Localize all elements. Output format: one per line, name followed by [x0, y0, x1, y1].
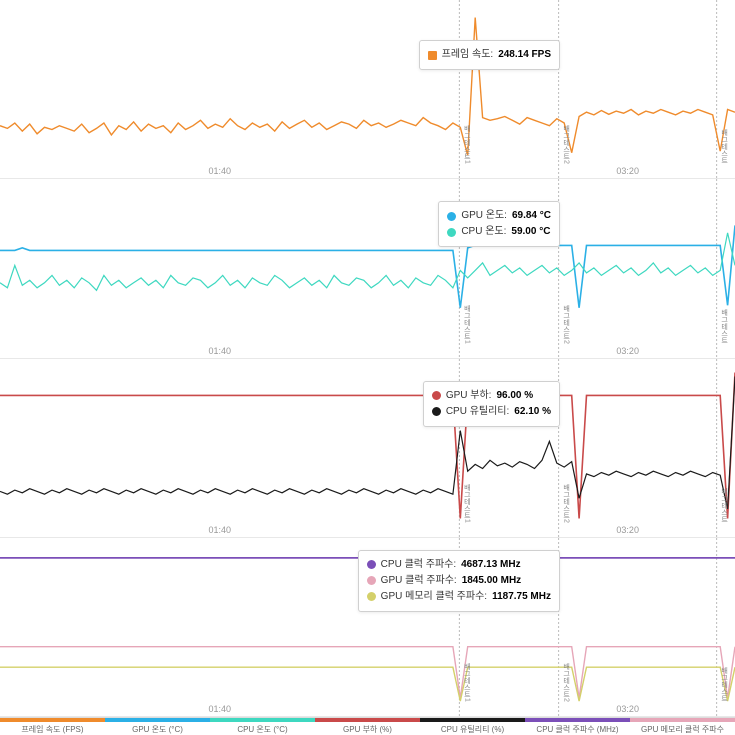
- tab-label: GPU 온도 (°C): [105, 722, 210, 735]
- marker-label: 배그테스트1: [461, 484, 471, 523]
- tab-label: CPU 온도 (°C): [210, 722, 315, 735]
- legend-value: 1187.75 MHz: [492, 589, 551, 605]
- marker-label: 배그테스트2: [561, 663, 571, 702]
- marker-label: 배그테스트1: [461, 663, 471, 702]
- legend-marker: [428, 51, 437, 60]
- legend-label: CPU 유틸리티:: [446, 404, 509, 420]
- legend-item: GPU 부하:96.00 %: [432, 388, 551, 404]
- legend-label: 프레임 속도:: [442, 47, 494, 63]
- x-tick-label: 03:20: [616, 704, 639, 714]
- legend-item: GPU 메모리 클럭 주파수: 1187.75 MHz: [367, 589, 551, 605]
- legend-marker: [447, 212, 456, 221]
- metric-tab[interactable]: CPU 유틸리티 (%): [420, 718, 525, 735]
- legend-item: CPU 온도: 59.00 °C: [447, 224, 551, 240]
- legend-item: GPU 클럭 주파수: 1845.00 MHz: [367, 573, 551, 589]
- metric-tab[interactable]: GPU 메모리 클럭 주파수: [630, 718, 735, 735]
- x-tick-label: 01:40: [209, 346, 232, 356]
- marker-label: 배그테스트: [719, 488, 729, 523]
- marker-label: 배그테스트2: [561, 125, 571, 164]
- metric-tab[interactable]: CPU 클럭 주파수 (MHz): [525, 718, 630, 735]
- x-tick-label: 03:20: [616, 346, 639, 356]
- tab-label: CPU 클럭 주파수 (MHz): [525, 722, 630, 735]
- x-tick-label: 01:40: [209, 704, 232, 714]
- legend-item: 프레임 속도:248.14 FPS: [428, 47, 551, 63]
- legend-util: GPU 부하:96.00 %CPU 유틸리티: 62.10 %: [423, 381, 560, 427]
- legend-item: CPU 클럭 주파수: 4687.13 MHz: [367, 557, 551, 573]
- legend-value: 248.14 FPS: [498, 47, 551, 63]
- x-tick-label: 01:40: [209, 525, 232, 535]
- legend-value: 1845.00 MHz: [462, 573, 521, 589]
- charts-area: 프레임 속도:248.14 FPS 01:40 03:20 배그테스트1 배그테스트2 배…: [0, 0, 735, 717]
- metric-tab[interactable]: 프레임 속도 (FPS): [0, 718, 105, 735]
- metric-tab[interactable]: GPU 부하 (%): [315, 718, 420, 735]
- legend-marker: [432, 391, 441, 400]
- legend-clock: CPU 클럭 주파수: 4687.13 MHzGPU 클럭 주파수: 1845.00…: [358, 550, 560, 612]
- chart-panel-util[interactable]: GPU 부하:96.00 %CPU 유틸리티: 62.10 % 01:40 03:20…: [0, 359, 735, 538]
- dashboard: 프레임 속도:248.14 FPS 01:40 03:20 배그테스트1 배그테스트2 배…: [0, 0, 735, 735]
- legend-fps: 프레임 속도:248.14 FPS: [419, 40, 560, 70]
- chart-panel-temp[interactable]: GPU 온도: 69.84 °C CPU 온도: 59.00 °C 01:40 03:20…: [0, 179, 735, 358]
- marker-label: 배그테스트2: [561, 305, 571, 344]
- legend-label: GPU 클럭 주파수:: [381, 573, 457, 589]
- legend-label: CPU 클럭 주파수:: [381, 557, 456, 573]
- legend-marker: [367, 592, 376, 601]
- legend-marker: [367, 576, 376, 585]
- legend-item: CPU 유틸리티: 62.10 %: [432, 404, 551, 420]
- x-tick-label: 01:40: [209, 166, 232, 176]
- metric-tab[interactable]: CPU 온도 (°C): [210, 718, 315, 735]
- x-tick-label: 03:20: [616, 166, 639, 176]
- legend-label: GPU 온도:: [461, 208, 507, 224]
- legend-value: 59.00 °C: [511, 224, 550, 240]
- legend-label: GPU 부하:: [446, 388, 492, 404]
- legend-value: 4687.13 MHz: [461, 557, 520, 573]
- legend-temp: GPU 온도: 69.84 °C CPU 온도: 59.00 °C: [438, 201, 560, 247]
- legend-marker: [367, 560, 376, 569]
- metric-tabs: 프레임 속도 (FPS)GPU 온도 (°C)CPU 온도 (°C)GPU 부하…: [0, 717, 735, 735]
- legend-marker: [447, 228, 456, 237]
- tab-label: CPU 유틸리티 (%): [420, 722, 525, 735]
- marker-label: 배그테스트: [719, 129, 729, 164]
- legend-value: 62.10 %: [514, 404, 551, 420]
- tab-label: 프레임 속도 (FPS): [0, 722, 105, 735]
- marker-label: 배그테스트1: [461, 125, 471, 164]
- tab-label: GPU 부하 (%): [315, 722, 420, 735]
- legend-label: CPU 온도:: [461, 224, 506, 240]
- marker-label: 배그테스트1: [461, 305, 471, 344]
- chart-panel-clock[interactable]: CPU 클럭 주파수: 4687.13 MHzGPU 클럭 주파수: 1845.00…: [0, 538, 735, 717]
- legend-value: 69.84 °C: [512, 208, 551, 224]
- legend-label: GPU 메모리 클럭 주파수:: [381, 589, 487, 605]
- marker-label: 배그테스트2: [561, 484, 571, 523]
- legend-marker: [432, 407, 441, 416]
- marker-label: 배그테스트: [719, 667, 729, 702]
- marker-label: 배그테스트: [719, 309, 729, 344]
- chart-panel-fps[interactable]: 프레임 속도:248.14 FPS 01:40 03:20 배그테스트1 배그테스트2 배…: [0, 0, 735, 179]
- tab-label: GPU 메모리 클럭 주파수: [630, 722, 735, 735]
- x-tick-label: 03:20: [616, 525, 639, 535]
- legend-item: GPU 온도: 69.84 °C: [447, 208, 551, 224]
- metric-tab[interactable]: GPU 온도 (°C): [105, 718, 210, 735]
- legend-value: 96.00 %: [496, 388, 533, 404]
